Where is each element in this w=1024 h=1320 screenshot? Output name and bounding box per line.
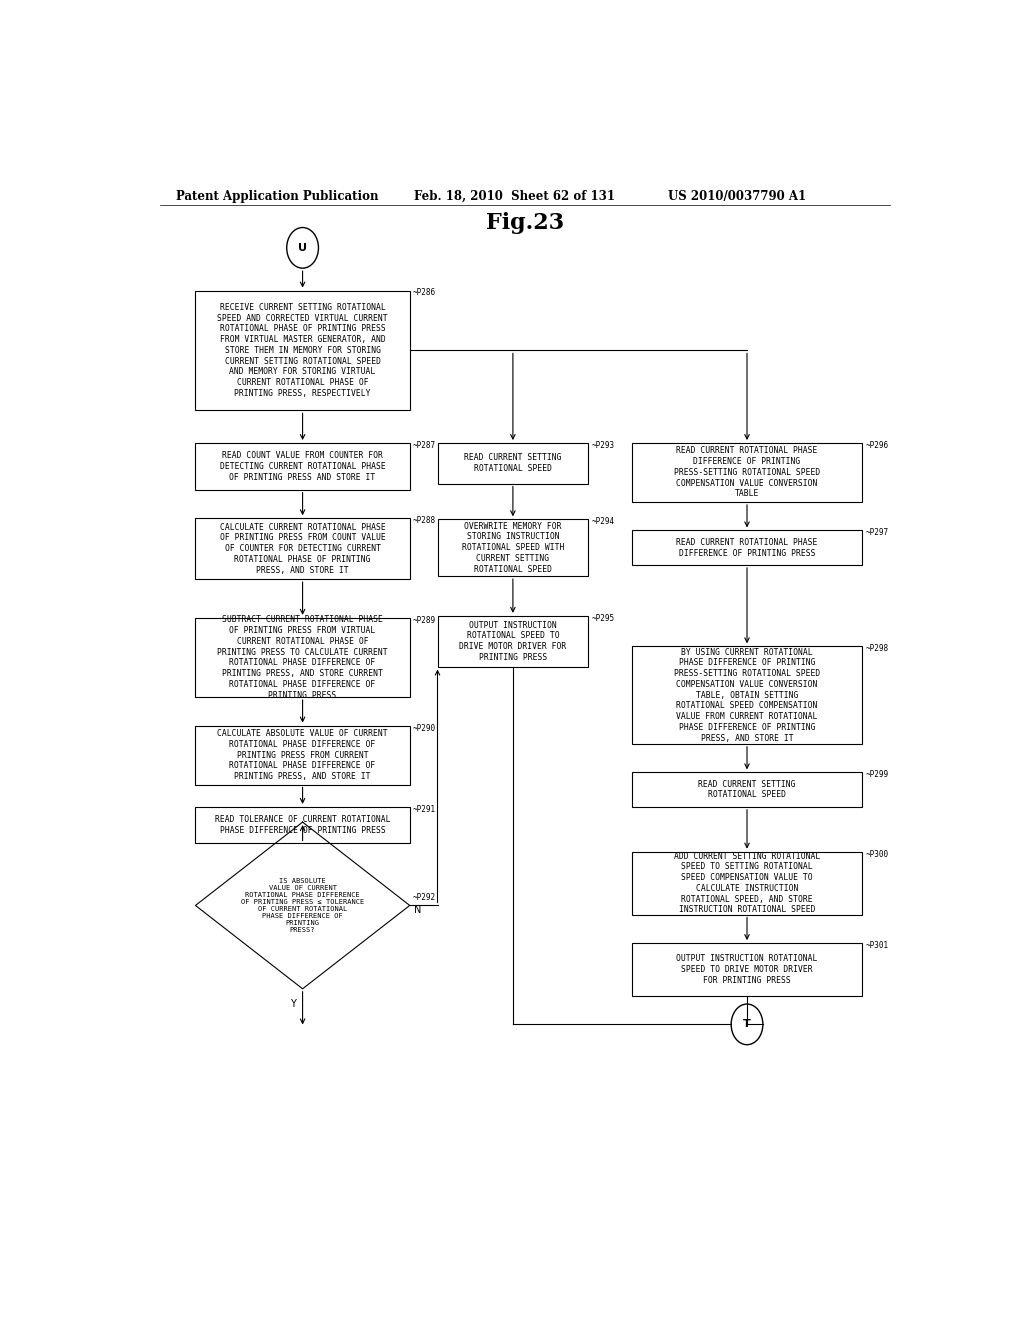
FancyBboxPatch shape <box>196 290 410 411</box>
Text: CALCULATE ABSOLUTE VALUE OF CURRENT
ROTATIONAL PHASE DIFFERENCE OF
PRINTING PRES: CALCULATE ABSOLUTE VALUE OF CURRENT ROTA… <box>217 729 388 781</box>
Text: Y: Y <box>290 999 296 1008</box>
Text: ~P286: ~P286 <box>413 289 436 297</box>
Text: SUBTRACT CURRENT ROTATIONAL PHASE
OF PRINTING PRESS FROM VIRTUAL
CURRENT ROTATIO: SUBTRACT CURRENT ROTATIONAL PHASE OF PRI… <box>217 615 388 700</box>
Text: CALCULATE CURRENT ROTATIONAL PHASE
OF PRINTING PRESS FROM COUNT VALUE
OF COUNTER: CALCULATE CURRENT ROTATIONAL PHASE OF PR… <box>220 523 385 574</box>
Text: Feb. 18, 2010  Sheet 62 of 131: Feb. 18, 2010 Sheet 62 of 131 <box>414 190 614 202</box>
Text: US 2010/0037790 A1: US 2010/0037790 A1 <box>668 190 806 202</box>
FancyBboxPatch shape <box>196 807 410 843</box>
Text: READ COUNT VALUE FROM COUNTER FOR
DETECTING CURRENT ROTATIONAL PHASE
OF PRINTING: READ COUNT VALUE FROM COUNTER FOR DETECT… <box>220 451 385 482</box>
Text: Patent Application Publication: Patent Application Publication <box>176 190 378 202</box>
FancyBboxPatch shape <box>437 519 588 576</box>
Text: READ CURRENT SETTING
ROTATIONAL SPEED: READ CURRENT SETTING ROTATIONAL SPEED <box>698 780 796 800</box>
Text: ~P294: ~P294 <box>592 517 614 527</box>
FancyBboxPatch shape <box>196 519 410 579</box>
Text: READ CURRENT SETTING
ROTATIONAL SPEED: READ CURRENT SETTING ROTATIONAL SPEED <box>464 454 561 473</box>
Text: OVERWRITE MEMORY FOR
STORING INSTRUCTION
ROTATIONAL SPEED WITH
CURRENT SETTING
R: OVERWRITE MEMORY FOR STORING INSTRUCTION… <box>462 521 564 574</box>
FancyBboxPatch shape <box>632 851 862 915</box>
Text: BY USING CURRENT ROTATIONAL
PHASE DIFFERENCE OF PRINTING
PRESS-SETTING ROTATIONA: BY USING CURRENT ROTATIONAL PHASE DIFFER… <box>674 648 820 743</box>
Text: Fig.23: Fig.23 <box>485 213 564 235</box>
Text: T: T <box>743 1019 751 1030</box>
FancyBboxPatch shape <box>632 444 862 502</box>
Text: READ CURRENT ROTATIONAL PHASE
DIFFERENCE OF PRINTING PRESS: READ CURRENT ROTATIONAL PHASE DIFFERENCE… <box>676 537 818 557</box>
Text: ~P298: ~P298 <box>865 644 889 653</box>
Text: ADD CURRENT SETTING ROTATIONAL
SPEED TO SETTING ROTATIONAL
SPEED COMPENSATION VA: ADD CURRENT SETTING ROTATIONAL SPEED TO … <box>674 851 820 915</box>
FancyBboxPatch shape <box>196 444 410 490</box>
Text: ~P288: ~P288 <box>413 516 436 525</box>
Text: ~P293: ~P293 <box>592 441 614 450</box>
Text: OUTPUT INSTRUCTION ROTATIONAL
SPEED TO DRIVE MOTOR DRIVER
FOR PRINTING PRESS: OUTPUT INSTRUCTION ROTATIONAL SPEED TO D… <box>676 954 818 985</box>
Text: ~P296: ~P296 <box>865 441 889 450</box>
Text: ~P291: ~P291 <box>413 805 436 814</box>
FancyBboxPatch shape <box>632 647 862 744</box>
FancyBboxPatch shape <box>632 772 862 807</box>
Text: ~P290: ~P290 <box>413 723 436 733</box>
Text: ~P301: ~P301 <box>865 941 889 950</box>
FancyBboxPatch shape <box>196 618 410 697</box>
Text: N: N <box>414 904 421 915</box>
Text: ~P287: ~P287 <box>413 441 436 450</box>
Text: ~P289: ~P289 <box>413 615 436 624</box>
Text: ~P300: ~P300 <box>865 850 889 858</box>
Text: RECEIVE CURRENT SETTING ROTATIONAL
SPEED AND CORRECTED VIRTUAL CURRENT
ROTATIONA: RECEIVE CURRENT SETTING ROTATIONAL SPEED… <box>217 304 388 399</box>
Text: IS ABSOLUTE
VALUE OF CURRENT
ROTATIONAL PHASE DIFFERENCE
OF PRINTING PRESS ≤ TOL: IS ABSOLUTE VALUE OF CURRENT ROTATIONAL … <box>241 878 365 933</box>
Text: ~P297: ~P297 <box>865 528 889 537</box>
FancyBboxPatch shape <box>437 615 588 667</box>
Text: READ TOLERANCE OF CURRENT ROTATIONAL
PHASE DIFFERENCE OF PRINTING PRESS: READ TOLERANCE OF CURRENT ROTATIONAL PHA… <box>215 816 390 836</box>
FancyBboxPatch shape <box>196 726 410 784</box>
Text: ~P299: ~P299 <box>865 771 889 779</box>
FancyBboxPatch shape <box>632 942 862 995</box>
Text: U: U <box>298 243 307 253</box>
Text: OUTPUT INSTRUCTION
ROTATIONAL SPEED TO
DRIVE MOTOR DRIVER FOR
PRINTING PRESS: OUTPUT INSTRUCTION ROTATIONAL SPEED TO D… <box>460 620 566 661</box>
Text: ~P295: ~P295 <box>592 614 614 623</box>
FancyBboxPatch shape <box>632 531 862 565</box>
Text: ~P292: ~P292 <box>413 892 436 902</box>
FancyBboxPatch shape <box>437 444 588 483</box>
Text: READ CURRENT ROTATIONAL PHASE
DIFFERENCE OF PRINTING
PRESS-SETTING ROTATIONAL SP: READ CURRENT ROTATIONAL PHASE DIFFERENCE… <box>674 446 820 499</box>
